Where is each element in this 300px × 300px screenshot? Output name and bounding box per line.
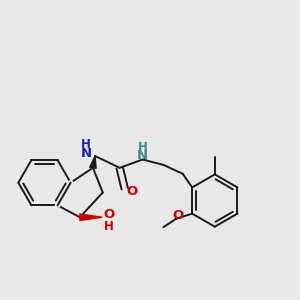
Polygon shape	[80, 214, 102, 220]
Text: N: N	[137, 149, 148, 162]
Text: H: H	[81, 138, 91, 151]
Polygon shape	[90, 156, 96, 168]
Text: O: O	[127, 185, 138, 198]
Text: N: N	[80, 147, 92, 160]
Text: O: O	[103, 208, 114, 221]
Text: O: O	[172, 209, 184, 223]
Text: H: H	[104, 220, 114, 233]
Text: H: H	[138, 140, 148, 154]
